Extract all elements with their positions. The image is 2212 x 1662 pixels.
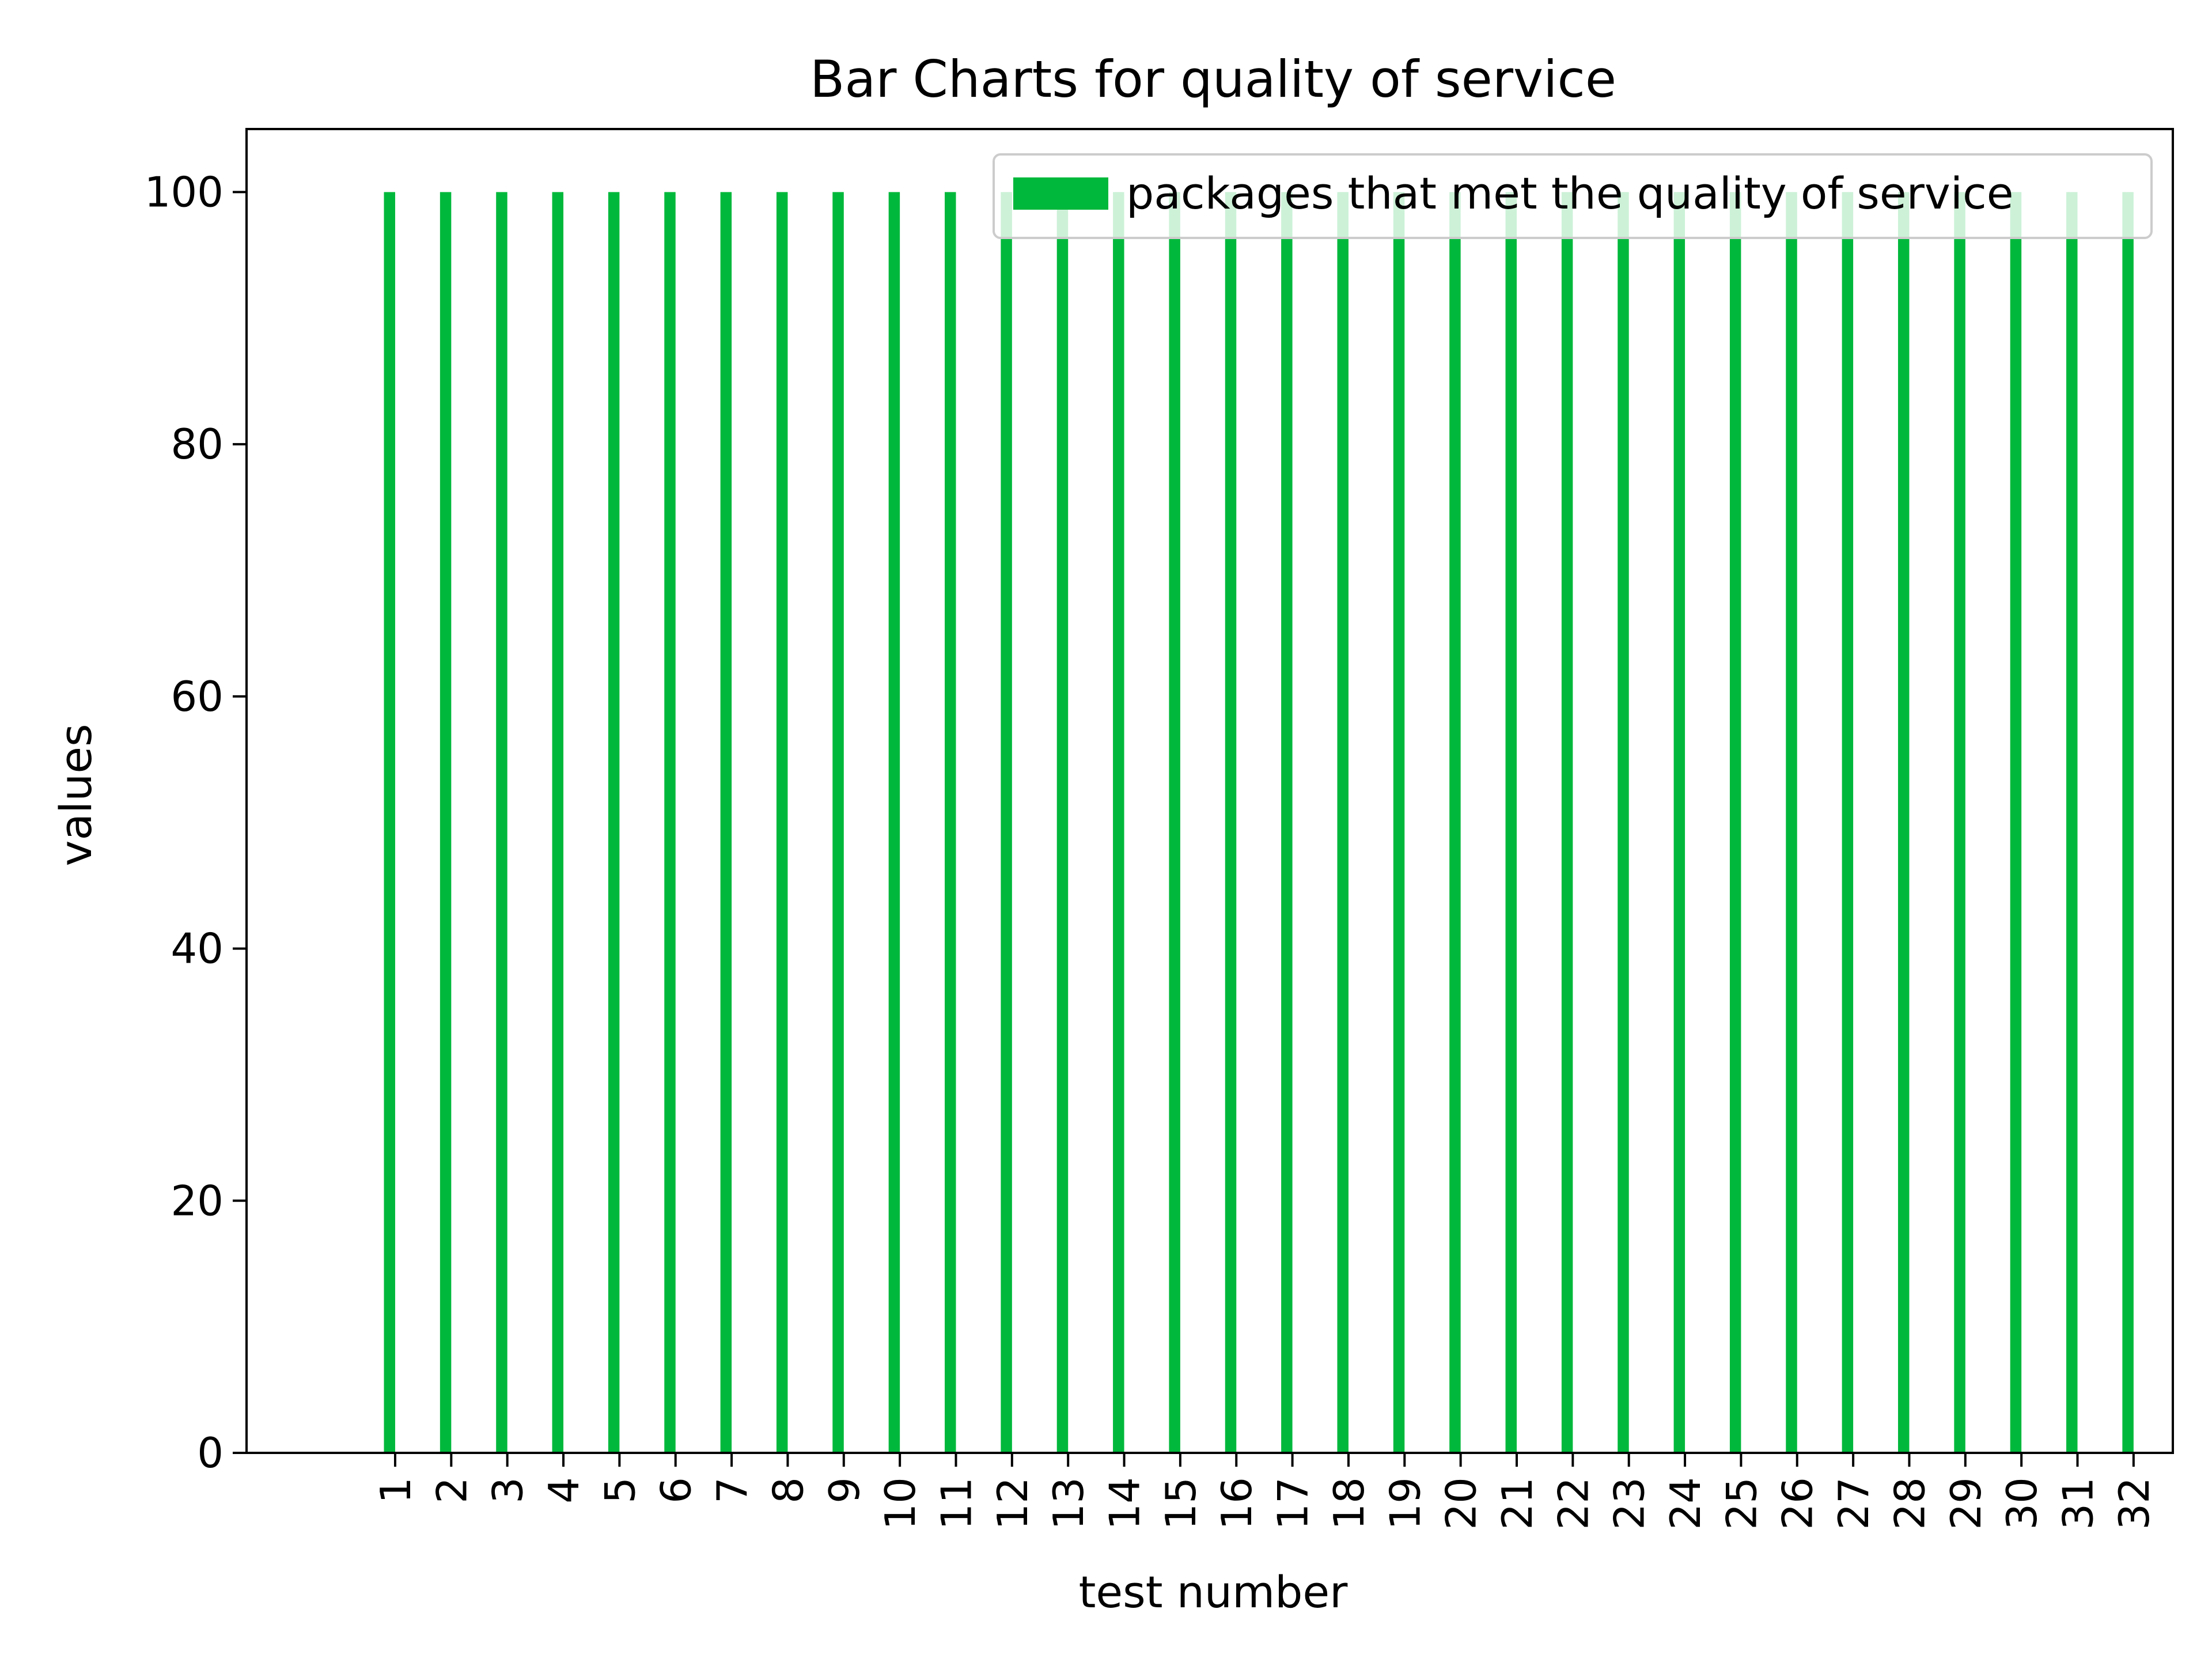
x-tick-label: 3 — [484, 1477, 532, 1504]
bar — [1954, 192, 1965, 1453]
bar — [1113, 192, 1124, 1453]
x-tick-label: 30 — [1998, 1477, 2046, 1530]
bar — [776, 192, 788, 1453]
bar — [1897, 192, 1910, 1453]
x-tick-label: 10 — [876, 1477, 925, 1530]
bar — [1281, 192, 1293, 1453]
bar — [1673, 192, 1685, 1453]
x-tick-label: 4 — [540, 1477, 588, 1504]
x-tick-label: 5 — [596, 1477, 644, 1504]
bar — [552, 192, 564, 1453]
bar — [1169, 192, 1180, 1453]
bar — [1393, 192, 1405, 1453]
bar — [440, 192, 452, 1453]
x-tick-label: 26 — [1774, 1477, 1822, 1530]
bar — [1449, 192, 1461, 1453]
bar — [1337, 192, 1349, 1453]
x-tick-label: 6 — [652, 1477, 700, 1504]
bar — [1561, 192, 1573, 1453]
legend-swatch — [1013, 177, 1108, 210]
y-tick-label: 80 — [171, 420, 224, 468]
x-tick-label: 9 — [820, 1477, 869, 1504]
x-tick-label: 31 — [2054, 1477, 2103, 1530]
bar — [2066, 192, 2078, 1453]
bar — [2010, 192, 2022, 1453]
x-tick-label: 16 — [1213, 1477, 1261, 1530]
legend-label: packages that met the quality of service — [1126, 168, 2014, 219]
bar — [1786, 192, 1797, 1453]
x-tick-label: 14 — [1101, 1477, 1149, 1530]
bar — [1618, 192, 1629, 1453]
x-tick-label: 8 — [764, 1477, 812, 1504]
bar — [1225, 192, 1237, 1453]
x-tick-label: 19 — [1381, 1477, 1429, 1530]
bar — [1729, 192, 1741, 1453]
axes-frame — [245, 128, 2174, 1454]
bar — [1001, 192, 1012, 1453]
bar — [1505, 192, 1517, 1453]
x-tick-label: 2 — [427, 1477, 476, 1504]
bar — [832, 192, 844, 1453]
x-tick-label: 28 — [1885, 1477, 1934, 1530]
x-tick-label: 12 — [988, 1477, 1037, 1530]
x-tick-label: 18 — [1325, 1477, 1373, 1530]
x-tick-label: 20 — [1437, 1477, 1486, 1530]
x-tick-label: 23 — [1605, 1477, 1654, 1530]
x-tick-label: 7 — [708, 1477, 756, 1504]
bar — [496, 192, 507, 1453]
bar — [664, 192, 676, 1453]
y-tick-label: 20 — [171, 1176, 224, 1225]
legend: packages that met the quality of service — [993, 153, 2153, 239]
x-tick-label: 22 — [1549, 1477, 1597, 1530]
bar — [2122, 192, 2134, 1453]
x-tick-label: 27 — [1830, 1477, 1878, 1530]
y-tick-label: 60 — [171, 672, 224, 721]
x-axis-label: test number — [1079, 1566, 1348, 1618]
x-tick-label: 24 — [1661, 1477, 1710, 1530]
x-tick-label: 25 — [1717, 1477, 1766, 1530]
y-axis-label: values — [50, 724, 101, 866]
x-tick-label: 17 — [1269, 1477, 1317, 1530]
x-tick-label: 1 — [372, 1477, 420, 1504]
y-tick-label: 100 — [145, 168, 224, 216]
bar — [1842, 192, 1854, 1453]
bar — [720, 192, 732, 1453]
x-tick-label: 15 — [1157, 1477, 1205, 1530]
x-tick-label: 32 — [2110, 1477, 2158, 1530]
legend-box — [993, 153, 2153, 239]
chart-title: Bar Charts for quality of service — [810, 50, 1616, 109]
x-tick-label: 13 — [1044, 1477, 1093, 1530]
bar — [384, 192, 395, 1453]
y-tick-label: 40 — [171, 925, 224, 973]
x-tick-label: 21 — [1493, 1477, 1541, 1530]
bar — [945, 192, 956, 1453]
x-tick-label: 29 — [1942, 1477, 1990, 1530]
bar — [608, 192, 620, 1453]
y-tick-label: 0 — [197, 1429, 224, 1477]
bar — [1056, 192, 1069, 1453]
bar — [888, 192, 900, 1453]
x-tick-label: 11 — [932, 1477, 980, 1530]
